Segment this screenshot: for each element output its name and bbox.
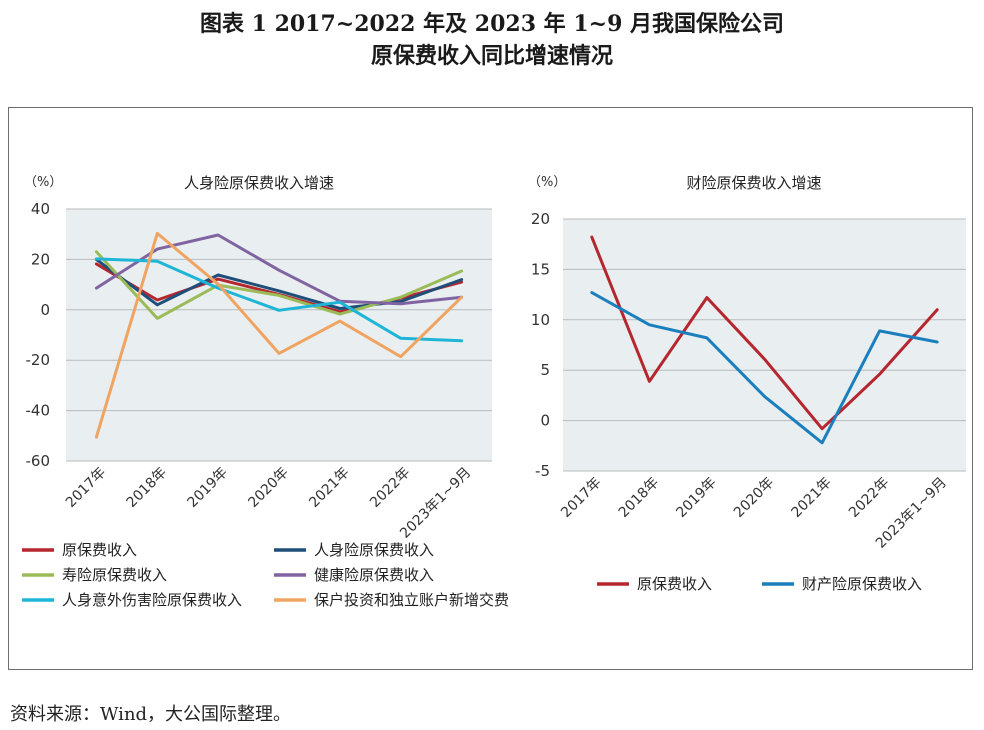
legend-label: 人身意外伤害险原保费收入: [62, 591, 242, 609]
legend-label: 财产险原保费收入: [802, 575, 922, 593]
series-line-2: [94, 257, 464, 310]
series-line-6: [94, 231, 464, 439]
legend-label: 原保费收入: [637, 575, 712, 593]
chart-title: 财险原保费收入增速: [686, 174, 821, 192]
legend-label: 健康险原保费收入: [314, 566, 434, 584]
source-note: 资料来源：Wind，大公国际整理。: [10, 704, 292, 725]
series-line-1: [590, 235, 939, 431]
chart-frame: 40 20 0 -20 -40 -60 人身险原保费收入增速 （%） 2017年 2018年 201…: [8, 107, 973, 670]
x-tick-label: 2019年: [673, 475, 719, 521]
y-tick-label: 40: [31, 200, 50, 218]
x-tick-label: 2020年: [731, 475, 777, 521]
legend-label: 原保费收入: [62, 541, 137, 559]
plot-area-2: [563, 219, 966, 471]
x-tick-label: 2018年: [124, 465, 170, 511]
y-tick-label: 0: [540, 412, 550, 430]
legend-label: 保户投资和独立账户新增交费: [314, 591, 509, 609]
y-tick-label: 10: [531, 311, 550, 329]
x-tick-label: 2017年: [63, 465, 109, 511]
legend-label: 人身险原保费收入: [314, 541, 434, 559]
y-tick-label: 0: [40, 301, 50, 319]
plot-area-1: [66, 209, 492, 461]
chart-title: 人身险原保费收入增速: [184, 174, 334, 192]
x-tick-label: 2018年: [616, 475, 662, 521]
y-tick-label: -60: [26, 452, 51, 470]
y-tick-label: 5: [540, 361, 550, 379]
legend-label: 寿险原保费收入: [62, 566, 167, 584]
series-line-5: [94, 257, 464, 343]
x-tick-label: 2019年: [185, 465, 231, 511]
y-axis-unit-label: （%）: [528, 175, 566, 190]
series-line-2: [590, 291, 939, 445]
y-tick-label: -20: [26, 351, 51, 369]
x-tick-label: 2022年: [846, 475, 892, 521]
y-tick-label: 20: [531, 210, 550, 228]
y-tick-label: -40: [26, 402, 51, 420]
y-tick-label: 20: [31, 250, 50, 268]
x-tick-label: 2021年: [306, 465, 352, 511]
series-line-3: [94, 250, 464, 320]
x-tick-label: 2020年: [245, 465, 291, 511]
y-tick-label: -5: [535, 462, 550, 480]
x-tick-label: 2017年: [558, 475, 604, 521]
figure-title-line2: 原保费收入同比增速情况: [370, 43, 613, 69]
y-tick-label: 15: [531, 260, 550, 278]
y-axis-unit-label: （%）: [24, 175, 62, 190]
x-tick-label: 2021年: [788, 475, 834, 521]
figure-title-line1: 图表 1 2017~2022 年及 2023 年 1~9 月我国保险公司: [199, 11, 785, 37]
series-line-4: [94, 233, 464, 306]
x-tick-label: 2022年: [367, 465, 413, 511]
